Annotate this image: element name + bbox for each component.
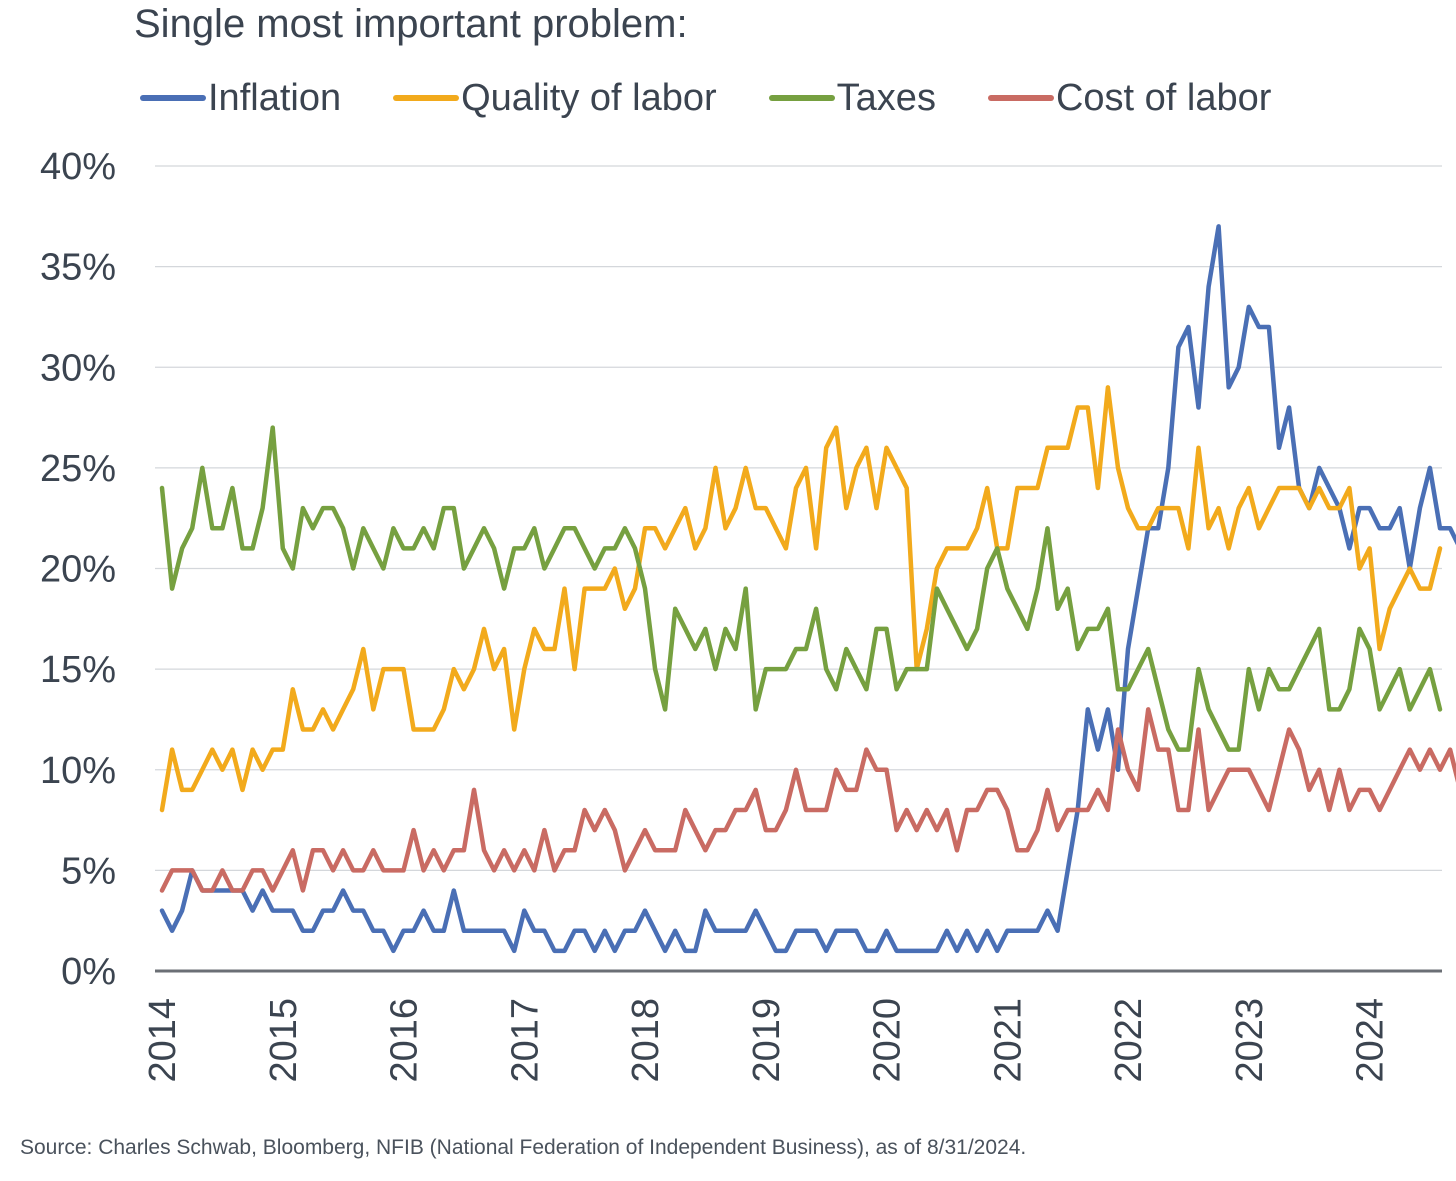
legend-label-taxes: Taxes <box>836 76 936 119</box>
legend-label-quality-of-labor: Quality of labor <box>461 76 717 119</box>
legend: Inflation Quality of labor Taxes Cost of… <box>140 76 1323 120</box>
x-tick-label: 2021 <box>987 998 1029 1083</box>
x-tick-label: 2019 <box>746 998 788 1083</box>
y-tick-label: 15% <box>40 649 116 691</box>
y-tick-label: 0% <box>61 951 116 993</box>
y-tick-label: 30% <box>40 347 116 389</box>
x-tick-label: 2014 <box>142 998 184 1083</box>
x-tick-label: 2018 <box>625 998 667 1083</box>
y-tick-label: 35% <box>40 247 116 289</box>
legend-label-inflation: Inflation <box>208 76 342 119</box>
series-line-cost-of-labor <box>159 707 1456 893</box>
x-tick-label: 2016 <box>384 998 426 1083</box>
chart-title: Single most important problem: <box>134 2 688 46</box>
y-tick-label: 10% <box>40 750 116 792</box>
series-line-quality-of-labor <box>159 385 1443 813</box>
legend-item-cost-of-labor: Cost of labor <box>987 76 1272 120</box>
series-lines <box>159 224 1456 954</box>
legend-label-cost-of-labor: Cost of labor <box>1055 76 1272 119</box>
legend-swatch-cost-of-labor <box>987 95 1054 101</box>
x-tick-label: 2024 <box>1350 998 1392 1083</box>
legend-item-quality-of-labor: Quality of labor <box>393 77 717 120</box>
series-line-inflation <box>159 224 1456 954</box>
y-tick-label: 25% <box>40 448 116 490</box>
legend-swatch-taxes <box>768 95 835 101</box>
x-axis-ticks: 2014 2015 2016 2017 2018 2019 2020 2021 2022 2023… <box>142 998 1392 1083</box>
gridlines <box>155 165 1442 973</box>
series-line-taxes <box>159 425 1443 752</box>
x-tick-label: 2020 <box>867 998 909 1083</box>
x-tick-label: 2023 <box>1229 998 1271 1083</box>
y-tick-label: 20% <box>40 549 116 591</box>
legend-swatch-quality-of-labor <box>393 95 460 101</box>
x-tick-label: 2022 <box>1108 998 1150 1083</box>
source-note: Source: Charles Schwab, Bloomberg, NFIB … <box>20 1136 1027 1159</box>
legend-swatch-inflation <box>140 95 206 101</box>
x-tick-label: 2015 <box>263 998 305 1083</box>
y-tick-label: 5% <box>61 850 116 892</box>
y-axis-ticks: 0% 5% 10% 15% 20% 25% 30% 35% 40% <box>40 146 116 993</box>
x-tick-label: 2017 <box>504 998 546 1083</box>
legend-item-taxes: Taxes <box>768 76 936 120</box>
y-tick-label: 40% <box>40 146 116 188</box>
legend-item-inflation: Inflation <box>140 77 341 120</box>
